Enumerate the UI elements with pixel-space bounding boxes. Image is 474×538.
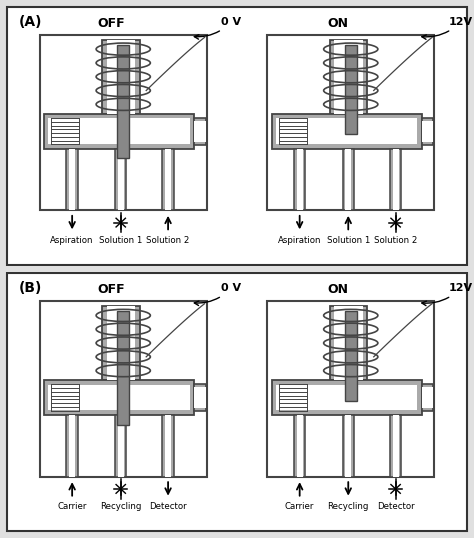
Bar	[48, 385, 190, 410]
Bar	[390, 415, 401, 477]
Text: 0 V: 0 V	[194, 17, 241, 39]
Bar	[118, 415, 124, 477]
Bar	[330, 40, 367, 114]
Text: (A): (A)	[18, 15, 42, 29]
Bar	[162, 415, 174, 477]
Text: 12V: 12V	[422, 17, 473, 39]
Bar	[66, 149, 78, 210]
Text: Recycling: Recycling	[328, 502, 369, 511]
Text: Solution 1: Solution 1	[327, 236, 370, 245]
Bar	[345, 415, 351, 477]
Bar	[194, 387, 206, 408]
Bar	[297, 415, 303, 477]
Bar	[345, 311, 357, 400]
Text: (B): (B)	[18, 281, 42, 295]
Bar	[267, 301, 434, 477]
Bar	[276, 118, 418, 144]
Bar	[267, 35, 434, 210]
Bar	[107, 306, 136, 380]
Bar	[102, 40, 140, 114]
Text: 12V: 12V	[422, 283, 473, 306]
Text: Detector: Detector	[377, 502, 414, 511]
Text: Aspiration: Aspiration	[50, 236, 94, 245]
Text: Solution 2: Solution 2	[374, 236, 417, 245]
Bar	[297, 149, 303, 210]
Bar	[44, 380, 194, 415]
Bar	[165, 149, 171, 210]
Bar	[392, 415, 399, 477]
Bar	[272, 114, 422, 149]
Bar	[343, 415, 354, 477]
Bar	[115, 415, 127, 477]
Bar	[102, 306, 140, 380]
Bar	[115, 149, 127, 210]
Bar	[392, 149, 399, 210]
Bar	[294, 415, 305, 477]
Bar	[343, 149, 354, 210]
Text: Recycling: Recycling	[100, 502, 141, 511]
Bar	[422, 118, 433, 145]
Bar	[335, 40, 363, 114]
Bar	[69, 415, 75, 477]
Bar	[117, 45, 129, 159]
Bar	[162, 149, 174, 210]
Bar	[48, 118, 190, 144]
Bar	[422, 384, 433, 411]
Bar	[40, 301, 207, 477]
Text: Aspiration: Aspiration	[278, 236, 321, 245]
Bar	[272, 380, 422, 415]
Text: OFF: OFF	[97, 283, 125, 296]
Bar	[194, 118, 206, 145]
Bar	[390, 149, 401, 210]
Bar	[165, 415, 171, 477]
Text: OFF: OFF	[97, 17, 125, 30]
Bar	[118, 149, 124, 210]
Bar	[335, 306, 363, 380]
Bar	[44, 114, 194, 149]
Bar	[69, 149, 75, 210]
Text: Carrier: Carrier	[285, 502, 314, 511]
Bar	[194, 121, 206, 141]
Text: Carrier: Carrier	[57, 502, 87, 511]
Bar	[345, 149, 351, 210]
Bar	[330, 306, 367, 380]
Bar	[422, 121, 433, 141]
Bar	[107, 40, 136, 114]
Bar	[276, 385, 418, 410]
Text: Solution 2: Solution 2	[146, 236, 190, 245]
Bar	[422, 387, 433, 408]
Bar	[117, 311, 129, 425]
Text: ON: ON	[328, 283, 349, 296]
Bar	[66, 415, 78, 477]
Bar	[345, 45, 357, 134]
Bar	[194, 384, 206, 411]
Bar	[40, 35, 207, 210]
Text: 0 V: 0 V	[194, 283, 241, 306]
Bar	[294, 149, 305, 210]
Text: Detector: Detector	[149, 502, 187, 511]
Text: ON: ON	[328, 17, 349, 30]
Text: Solution 1: Solution 1	[99, 236, 142, 245]
